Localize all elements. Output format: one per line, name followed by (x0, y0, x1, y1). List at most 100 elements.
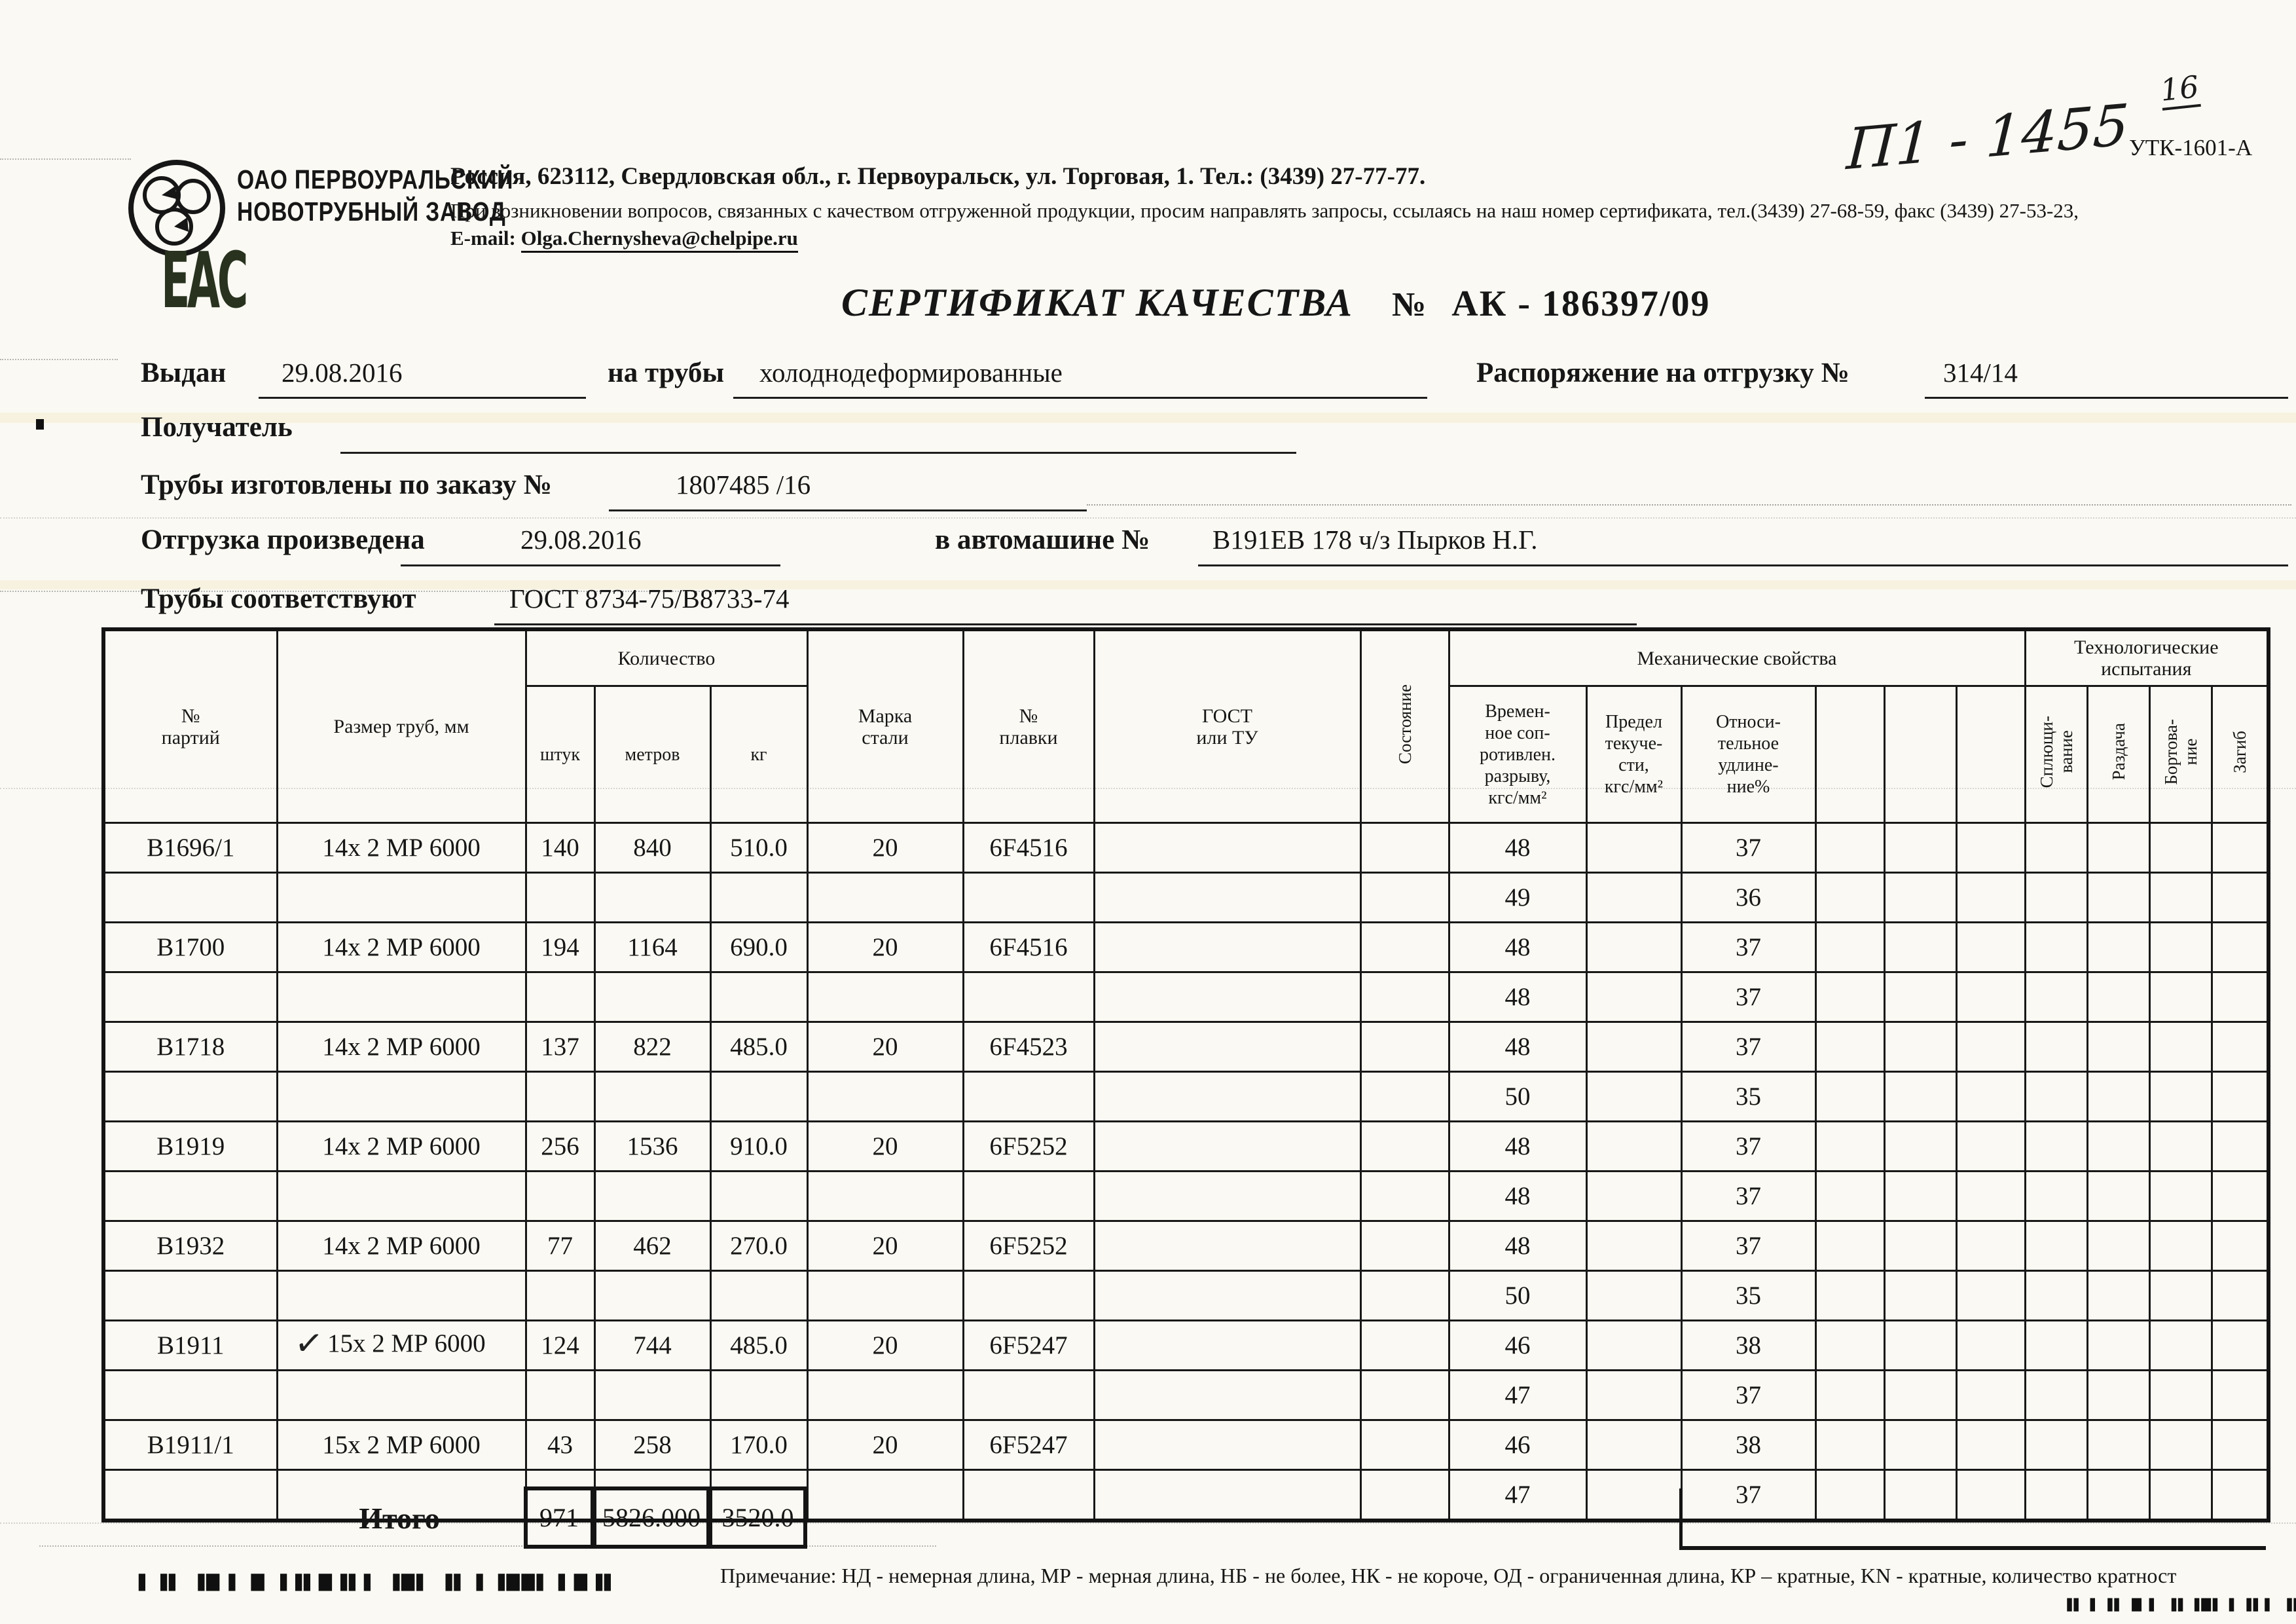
certificate-table: № партий Размер труб, мм Количество Марк… (101, 627, 2271, 1522)
certificate-title-row: СЕРТИФИКАТ КАЧЕСТВА № АК - 186397/09 (841, 280, 1711, 325)
cell-m6 (1955, 1120, 2026, 1172)
col-header-tensile: Времен- ное соп- ротивлен. разрыву, кгс/… (1448, 685, 1588, 824)
cell-flat (2024, 1469, 2088, 1522)
col-header-state: Состояние (1359, 628, 1450, 824)
cell-yield (1585, 1071, 1683, 1122)
cell-pcs (524, 1071, 596, 1122)
cell-tensile: 46 (1448, 1320, 1588, 1371)
group-header-mechanical: Механические свойства (1448, 628, 2026, 687)
cell-meters (593, 1369, 712, 1421)
cell-batch: В1911 (102, 1320, 278, 1371)
cell-flat (2024, 1220, 2088, 1272)
cell-steel: 20 (806, 1120, 964, 1172)
cell-flat (2024, 1270, 2088, 1321)
col-header-pcs: штук (524, 685, 596, 824)
cell-elong: 37 (1680, 1220, 1817, 1272)
company-name-line2: НОВОТРУБНЫЙ ЗАВОД (237, 196, 506, 227)
truck-label: в автомашине № (935, 525, 1150, 555)
issued-value: 29.08.2016 (282, 358, 403, 388)
underline (1087, 504, 2291, 506)
cell-m5 (1883, 971, 1958, 1023)
cell-pcs: 137 (524, 1021, 596, 1073)
col-header-size: Размер труб, мм (276, 628, 527, 824)
cell-flange (2148, 822, 2213, 874)
table-row: 47 37 (102, 1469, 2270, 1522)
table-row: В1919 14х 2 МР 6000 256 1536 910.0 20 6F5252 48… (102, 1120, 2270, 1172)
cell-heat (962, 971, 1095, 1023)
cell-exp (2086, 1071, 2151, 1122)
cell-yield (1585, 1469, 1683, 1522)
underline (609, 509, 1087, 511)
cell-gost (1093, 971, 1362, 1023)
cell-size (276, 1369, 527, 1421)
cell-m4 (1814, 1270, 1886, 1321)
handwritten-reference: П1 - 1455 (1845, 92, 2131, 183)
cell-size: 14х 2 МР 6000 (276, 1220, 527, 1272)
shipped-value: 29.08.2016 (520, 525, 642, 555)
footnote: Примечание: НД - немерная длина, МР - ме… (720, 1564, 2177, 1587)
email-link[interactable]: Olga.Chernysheva@chelpipe.ru (520, 227, 798, 253)
cell-meters: 744 (593, 1320, 712, 1371)
cell-exp (2086, 1170, 2151, 1222)
underline (259, 397, 586, 399)
cell-bend (2210, 1170, 2270, 1222)
cell-m6 (1955, 1220, 2026, 1272)
cell-m4 (1814, 1419, 1886, 1471)
cell-exp (2086, 1419, 2151, 1471)
totals-tail-rule (1679, 1488, 2266, 1550)
cell-state (1359, 872, 1450, 923)
cell-m5 (1883, 1270, 1958, 1321)
cell-m4 (1814, 1071, 1886, 1122)
cell-meters (593, 1071, 712, 1122)
cell-exp (2086, 1120, 2151, 1172)
cell-steel (806, 971, 964, 1023)
cell-pcs (524, 872, 596, 923)
cell-m4 (1814, 1170, 1886, 1222)
cell-flange (2148, 1369, 2213, 1421)
cell-m5 (1883, 872, 1958, 923)
company-name: ОАО ПЕРВОУРАЛЬСКИЙ НОВОТРУБНЫЙ ЗАВОД (237, 164, 513, 228)
cell-state (1359, 971, 1450, 1023)
cell-state (1359, 822, 1450, 874)
totals-quantity-box: 971 5826.000 3520.0 (524, 1486, 807, 1549)
cell-elong: 35 (1680, 1270, 1817, 1321)
certificate-title: СЕРТИФИКАТ КАЧЕСТВА (841, 281, 1354, 324)
col-header-heat: № плавки (962, 628, 1095, 824)
cell-elong: 36 (1680, 872, 1817, 923)
cell-pcs: 140 (524, 822, 596, 874)
underline (494, 623, 1637, 625)
cell-yield (1585, 971, 1683, 1023)
table-row: В1911 ✓15х 2 МР 6000 124 744 485.0 20 6F5247 46… (102, 1320, 2270, 1371)
cell-tensile: 49 (1448, 872, 1588, 923)
cell-m5 (1883, 822, 1958, 874)
cell-meters: 258 (593, 1419, 712, 1471)
cell-size: 14х 2 МР 6000 (276, 1120, 527, 1172)
cell-elong: 35 (1680, 1071, 1817, 1122)
cell-flat (2024, 1419, 2088, 1471)
cell-gost (1093, 1369, 1362, 1421)
cell-m4 (1814, 1469, 1886, 1522)
cell-m4 (1814, 872, 1886, 923)
cell-kg: 690.0 (709, 921, 809, 973)
cell-gost (1093, 1270, 1362, 1321)
cell-heat (962, 872, 1095, 923)
col-header-meters: метров (593, 685, 712, 824)
cell-bend (2210, 822, 2270, 874)
company-address: Россия, 623112, Свердловская обл., г. Пе… (450, 163, 1426, 190)
cell-m4 (1814, 921, 1886, 973)
cell-state (1359, 1270, 1450, 1321)
table-row: В1718 14х 2 МР 6000 137 822 485.0 20 6F4523 48 3… (102, 1021, 2270, 1073)
cell-m5 (1883, 1170, 1958, 1222)
cell-kg (709, 1270, 809, 1321)
cell-flat (2024, 872, 2088, 923)
cell-flat (2024, 1120, 2088, 1172)
shipment-order-value: 314/14 (1943, 358, 2018, 388)
made-by-order-value: 1807485 /16 (676, 470, 811, 500)
cell-yield (1585, 921, 1683, 973)
cell-exp (2086, 872, 2151, 923)
cell-gost (1093, 872, 1362, 923)
cell-m5 (1883, 1320, 1958, 1371)
cell-size (276, 1071, 527, 1122)
cell-pcs (524, 1469, 596, 1522)
handwritten-superscript: 16 (2159, 69, 2201, 111)
